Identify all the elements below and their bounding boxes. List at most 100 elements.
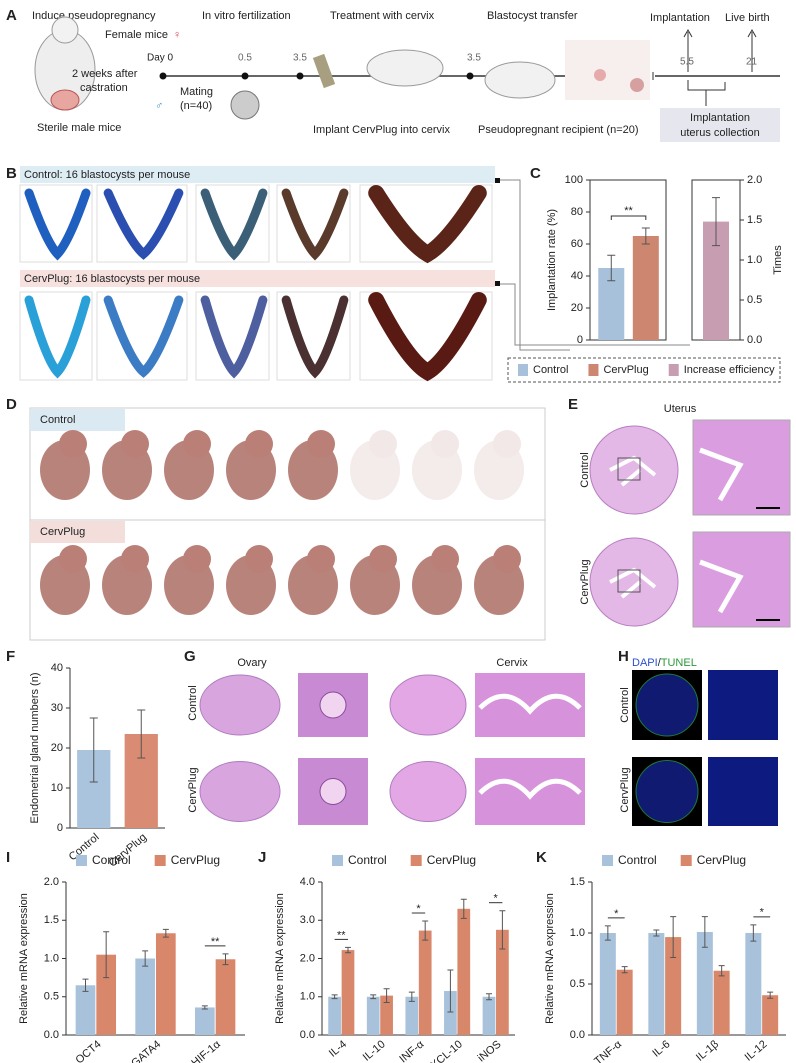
x-tick-label: iNOS	[476, 1038, 504, 1063]
y-tick-label: 2.0	[747, 174, 762, 186]
legend-label: CervPlug	[427, 853, 476, 867]
group-label: CervPlug: 16 blastocysts per mouse	[24, 273, 200, 285]
significance-label: *	[494, 893, 499, 905]
step-label: Treatment with cervix	[330, 10, 435, 22]
error-bar	[653, 929, 660, 937]
timeline-dot	[466, 72, 474, 80]
error-bar	[607, 254, 616, 282]
y-axis-label: Times	[772, 245, 784, 275]
bar	[444, 991, 457, 1035]
bar	[215, 959, 236, 1035]
time-label: 5.5	[680, 57, 694, 68]
error-bar	[621, 966, 628, 974]
error-bar	[712, 197, 720, 247]
x-tick-label: IL-4	[327, 1038, 349, 1059]
pup-head	[493, 430, 521, 458]
label: Mating	[180, 86, 213, 98]
group-banner	[30, 521, 125, 543]
y-tick-label: 0.0	[44, 1029, 59, 1041]
legend-swatch	[410, 855, 422, 866]
y-tick-label: 0.5	[747, 294, 762, 306]
significance-label: *	[416, 903, 421, 915]
uterus-shape	[103, 295, 184, 378]
x-tick-label: IL-10	[361, 1038, 388, 1063]
error-bar	[201, 1005, 208, 1010]
error-bar	[460, 898, 467, 919]
dapi-section	[635, 760, 699, 823]
y-axis-label: Relative mRNA expression	[18, 893, 30, 1024]
error-bar	[344, 946, 351, 954]
bar	[75, 985, 96, 1035]
panel-g: Ovary Cervix Control CervPlug	[187, 657, 585, 825]
error-bar	[447, 969, 454, 1013]
step-label: Live birth	[725, 12, 770, 24]
dapi-zoom	[708, 757, 778, 826]
bar	[482, 996, 496, 1035]
y-tick-label: 0.0	[747, 334, 762, 346]
follicle	[319, 778, 347, 805]
y-tick-label: 0.0	[570, 1029, 585, 1041]
bar	[194, 1007, 215, 1035]
pup-head	[369, 430, 397, 458]
row-label: CervPlug	[187, 767, 199, 812]
uterus-shape	[200, 188, 268, 261]
uterus-shape	[200, 295, 268, 379]
y-tick-label: 0	[57, 822, 63, 834]
legend-swatch	[668, 364, 679, 376]
y-tick-label: 2.0	[44, 876, 59, 888]
legend-label: Control	[533, 364, 568, 376]
legend-swatch	[76, 855, 87, 866]
group-banner	[20, 166, 495, 183]
panel-a: Induce pseudopregnancy Female mice ♀ Day…	[32, 10, 780, 142]
y-tick-label: 1.0	[747, 254, 762, 266]
label: Implant CervPlug into cervix	[313, 124, 450, 136]
y-axis-label: Relative mRNA expression	[274, 893, 286, 1024]
error-bar	[408, 991, 415, 1002]
column-label: Ovary	[237, 657, 267, 669]
y-tick-label: 80	[571, 206, 583, 218]
panel-h: DAPI/TUNEL Control CervPlug	[619, 657, 778, 826]
bar	[457, 908, 471, 1035]
label: castration	[80, 82, 128, 94]
group-label: Control	[40, 414, 75, 426]
significance-label: *	[614, 908, 619, 920]
y-tick-label: 2.0	[300, 952, 315, 964]
pup-head	[245, 430, 273, 458]
group-banner	[20, 270, 495, 287]
error-bar	[331, 994, 338, 1000]
error-bar	[137, 709, 146, 759]
row-label: Control	[187, 685, 199, 720]
error-bar	[701, 916, 708, 948]
step-label: Blastocyst transfer	[487, 10, 578, 22]
error-bar	[103, 931, 110, 979]
panel-label: H	[618, 648, 629, 665]
bar	[696, 931, 713, 1035]
cervix-zoom	[475, 758, 585, 825]
step-label: In vitro fertilization	[202, 10, 291, 22]
error-bar	[222, 953, 229, 966]
bar	[96, 954, 117, 1035]
legend-swatch	[332, 855, 343, 866]
panel-d: Control CervPlug	[29, 407, 546, 641]
significance-bracket	[610, 215, 647, 220]
legend-label: CervPlug	[697, 853, 746, 867]
he-zoom	[692, 419, 791, 516]
uterus-images	[19, 184, 493, 382]
y-tick-label: 40	[571, 270, 583, 282]
cervix-section	[389, 761, 467, 822]
significance-label: **	[211, 936, 220, 948]
error-bar	[670, 916, 677, 958]
pup-head	[307, 545, 335, 573]
cervix-section	[389, 674, 467, 736]
y-axis-label: Implantation rate (%)	[546, 209, 558, 311]
x-tick-label: TNF-α	[592, 1038, 624, 1063]
time-label: 21	[746, 57, 758, 68]
error-bar	[641, 227, 650, 245]
y-tick-label: 20	[51, 742, 63, 754]
bar	[665, 937, 682, 1035]
significance-label: **	[624, 205, 633, 217]
y-tick-label: 1.5	[44, 914, 59, 926]
pup-head	[369, 545, 397, 573]
bar	[135, 958, 156, 1035]
bar	[616, 969, 633, 1035]
